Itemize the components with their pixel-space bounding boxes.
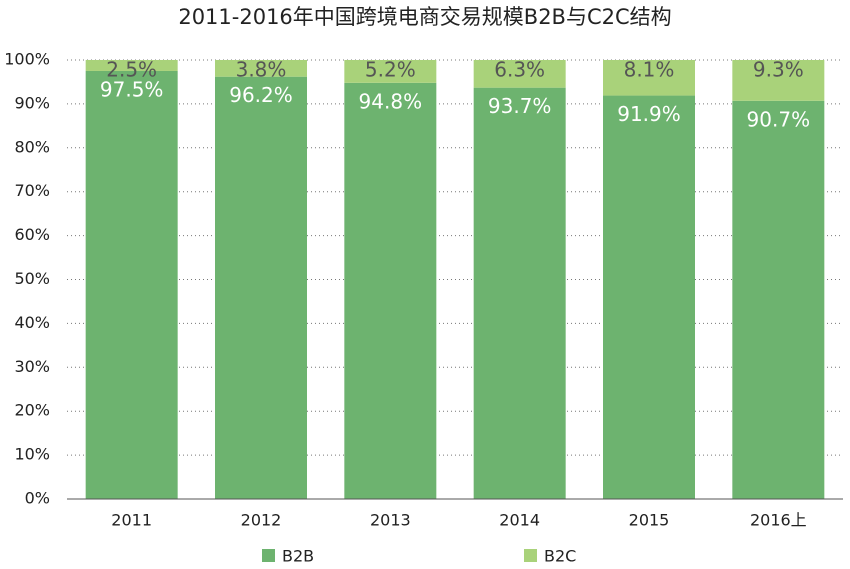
x-tick-label: 2016上 xyxy=(750,511,807,530)
data-label: 90.7% xyxy=(747,107,811,131)
x-tick-label: 2012 xyxy=(241,511,282,530)
data-label: 94.8% xyxy=(359,89,423,113)
bar-segment xyxy=(732,100,825,500)
data-label: 96.2% xyxy=(229,83,293,107)
bar-segment xyxy=(473,60,566,88)
data-label: 97.5% xyxy=(100,77,164,101)
y-tick-label: 60% xyxy=(14,225,50,244)
bar-segment xyxy=(85,70,178,499)
bar-segment xyxy=(344,60,437,83)
x-tick-label: 2013 xyxy=(370,511,411,530)
data-label: 8.1% xyxy=(624,58,675,82)
data-label: 91.9% xyxy=(617,102,681,126)
x-tick-label: 2015 xyxy=(629,511,670,530)
bar-segment xyxy=(603,60,695,96)
y-tick-label: 80% xyxy=(14,137,50,156)
y-tick-label: 40% xyxy=(14,313,50,332)
bar-segment xyxy=(732,60,825,101)
x-tick-label: 2014 xyxy=(499,511,540,530)
legend-label: B2B xyxy=(282,547,314,566)
data-label: 6.3% xyxy=(494,58,545,82)
y-tick-label: 0% xyxy=(25,489,50,508)
data-label: 9.3% xyxy=(753,58,804,82)
bar-segment xyxy=(344,82,437,499)
data-label: 3.8% xyxy=(236,58,287,82)
y-tick-label: 90% xyxy=(14,93,50,112)
y-tick-label: 30% xyxy=(14,357,50,376)
legend-swatch xyxy=(262,549,275,562)
y-tick-label: 20% xyxy=(14,401,50,420)
y-tick-label: 100% xyxy=(4,50,50,69)
bar-segment xyxy=(215,76,307,499)
x-tick-label: 2011 xyxy=(111,511,152,530)
bar-segment xyxy=(473,87,566,500)
data-label: 2.5% xyxy=(106,58,157,82)
legend-label: B2C xyxy=(544,547,576,566)
data-label: 93.7% xyxy=(488,94,552,118)
chart-title: 2011-2016年中国跨境电商交易规模B2B与C2C结构 xyxy=(178,5,671,29)
legend-swatch xyxy=(524,549,537,562)
y-tick-label: 70% xyxy=(14,181,50,200)
bar-segment xyxy=(603,95,695,500)
data-label: 5.2% xyxy=(365,58,416,82)
bar-segment xyxy=(215,60,307,77)
bar-segment xyxy=(85,60,178,71)
y-tick-label: 50% xyxy=(14,269,50,288)
y-tick-label: 10% xyxy=(14,445,50,464)
